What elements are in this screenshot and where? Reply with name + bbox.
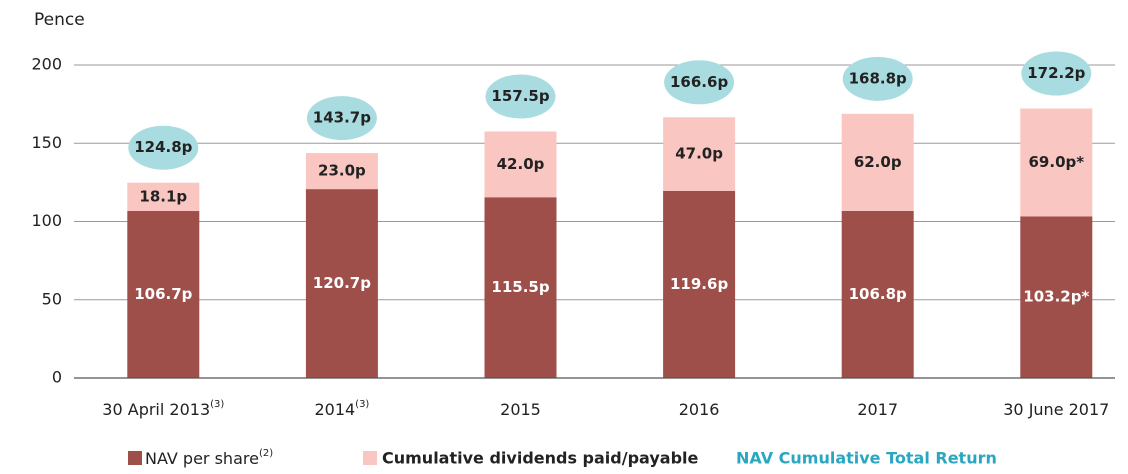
legend-label: NAV per share(2) bbox=[145, 448, 273, 468]
bar-segment bbox=[663, 117, 736, 191]
bar-value-label: 69.0p* bbox=[1029, 153, 1085, 171]
y-tick-label: 0 bbox=[52, 368, 62, 387]
bar-segment bbox=[663, 190, 736, 378]
total-bubble bbox=[842, 56, 913, 101]
bar-segment bbox=[305, 189, 378, 378]
bar-segment bbox=[127, 182, 200, 212]
total-bubble bbox=[664, 60, 735, 105]
bar-segment bbox=[1020, 108, 1093, 217]
y-tick-label: 200 bbox=[31, 55, 62, 74]
bar-segment bbox=[841, 113, 914, 211]
total-value-label: 157.5p bbox=[491, 87, 549, 105]
x-tick-label: 30 June 2017 bbox=[1003, 400, 1109, 419]
total-bubble bbox=[306, 96, 377, 141]
x-tick-label: 2016 bbox=[679, 400, 720, 419]
legend-swatch bbox=[128, 451, 142, 465]
bar-value-label: 42.0p bbox=[497, 155, 545, 173]
total-value-label: 143.7p bbox=[313, 109, 371, 127]
bar-value-label: 47.0p bbox=[675, 145, 723, 163]
category-name: 30 April 2013 bbox=[102, 400, 210, 419]
category-name: 2015 bbox=[500, 400, 541, 419]
category-name: 2017 bbox=[857, 400, 898, 419]
legend-name: NAV per share bbox=[145, 449, 259, 468]
category-note: (3) bbox=[355, 399, 369, 410]
x-tick-label: 2014(3) bbox=[314, 399, 369, 419]
total-value-label: 168.8p bbox=[849, 69, 907, 87]
bar-segment bbox=[1020, 216, 1093, 378]
legend-note: (2) bbox=[259, 448, 273, 459]
bar-value-label: 106.7p bbox=[134, 285, 192, 303]
category-name: 2014 bbox=[314, 400, 355, 419]
y-tick-label: 100 bbox=[31, 211, 62, 230]
bar-value-label: 18.1p bbox=[139, 187, 187, 205]
bar-segment bbox=[484, 197, 557, 378]
bar-value-label: 106.8p bbox=[849, 285, 907, 303]
bar-value-label: 119.6p bbox=[670, 275, 728, 293]
bar-segment bbox=[305, 153, 378, 190]
y-tick-label: 50 bbox=[42, 289, 62, 308]
y-tick-label: 150 bbox=[31, 133, 62, 152]
total-bubble bbox=[128, 125, 199, 170]
bar-value-label: 103.2p* bbox=[1023, 288, 1089, 306]
total-value-label: 124.8p bbox=[134, 138, 192, 156]
x-tick-label: 2017 bbox=[857, 400, 898, 419]
bar-value-label: 115.5p bbox=[491, 278, 549, 296]
bar-value-label: 23.0p bbox=[318, 162, 366, 180]
total-value-label: 166.6p bbox=[670, 73, 728, 91]
bar-value-label: 120.7p bbox=[313, 274, 371, 292]
total-value-label: 172.2p bbox=[1027, 64, 1085, 82]
legend-swatch bbox=[363, 451, 377, 465]
category-name: 2016 bbox=[679, 400, 720, 419]
x-tick-label: 2015 bbox=[500, 400, 541, 419]
bar-value-label: 62.0p bbox=[854, 153, 902, 171]
legend-label: Cumulative dividends paid/payable bbox=[382, 449, 699, 468]
category-note: (3) bbox=[210, 399, 224, 410]
category-name: 30 June 2017 bbox=[1003, 400, 1109, 419]
legend-label: NAV Cumulative Total Return bbox=[736, 449, 997, 468]
x-tick-label: 30 April 2013(3) bbox=[102, 399, 224, 419]
bar-segment bbox=[484, 131, 557, 198]
bar-segment bbox=[127, 211, 200, 378]
y-axis-label: Pence bbox=[34, 10, 85, 30]
total-bubble bbox=[1021, 51, 1092, 96]
total-bubble bbox=[485, 74, 556, 119]
bar-segment bbox=[841, 210, 914, 378]
